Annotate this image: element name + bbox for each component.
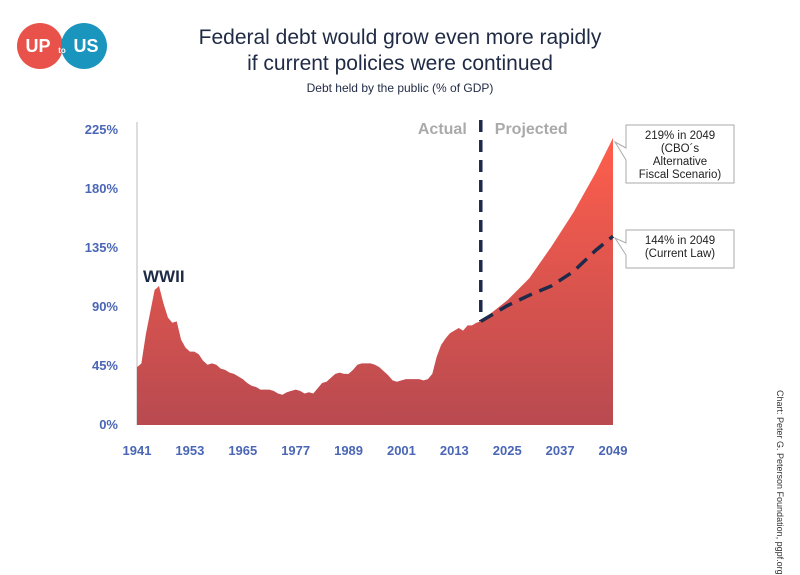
logo-up-text: UP (25, 36, 50, 56)
debt-area-series (137, 137, 613, 425)
y-tick-label: 135% (85, 240, 119, 255)
x-tick-label: 2025 (493, 443, 522, 458)
current-law-callout-text: (Current Law) (645, 248, 715, 260)
current-law-callout-text: 144% in 2049 (645, 235, 715, 247)
x-tick-label: 1941 (123, 443, 152, 458)
x-tick-label: 2037 (546, 443, 575, 458)
chart-subtitle: Debt held by the public (% of GDP) (306, 81, 494, 95)
debt-chart: 0% 45% 90% 135% 180% 225% 1941 1953 1965 1977 1989… (85, 120, 735, 458)
y-tick-label: 180% (85, 181, 119, 196)
wwii-label: WWII (143, 267, 185, 286)
logo-us-text: US (73, 36, 98, 56)
chart-title-line-2: if current policies were continued (247, 52, 553, 75)
chart-credit: Chart: Peter G. Peterson Foundation, pgp… (775, 390, 785, 575)
current-law-line (479, 234, 615, 323)
y-tick-label: 45% (92, 358, 118, 373)
x-tick-label: 2013 (440, 443, 469, 458)
logo-to-text: to (58, 46, 66, 55)
x-tick-label: 2001 (387, 443, 416, 458)
logo-left-circle (17, 23, 63, 69)
x-tick-label: 1977 (281, 443, 310, 458)
alt-scenario-callout-text: Fiscal Scenario) (639, 169, 722, 181)
upt-to-us-logo: UP to US (17, 23, 107, 69)
alt-scenario-callout-text: Alternative (653, 156, 707, 168)
projected-label: Projected (495, 121, 568, 138)
y-tick-label: 90% (92, 299, 118, 314)
y-tick-label: 225% (85, 122, 119, 137)
logo-right-circle (61, 23, 107, 69)
alt-scenario-callout-text: (CBO´s (661, 143, 700, 155)
chart-title-line-1: Federal debt would grow even more rapidl… (198, 26, 602, 49)
actual-label: Actual (418, 121, 467, 138)
x-tick-label: 1965 (228, 443, 257, 458)
x-tick-label: 2049 (599, 443, 628, 458)
current-law-callout-box (613, 229, 735, 269)
x-tick-label: 1989 (334, 443, 363, 458)
alt-scenario-callout-text: 219% in 2049 (645, 130, 715, 142)
alt-scenario-callout-box (613, 124, 735, 184)
x-tick-label: 1953 (175, 443, 204, 458)
y-tick-label: 0% (99, 417, 118, 432)
